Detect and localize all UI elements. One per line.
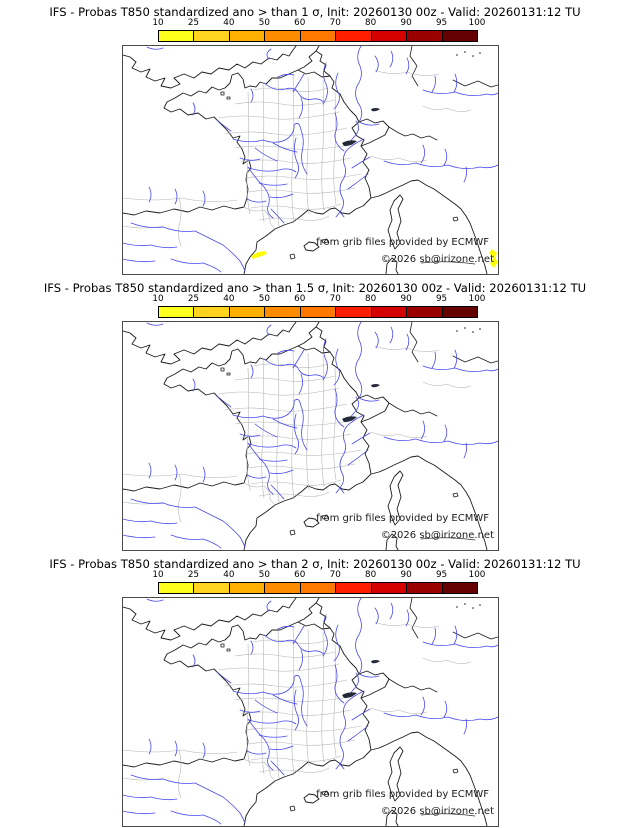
colorbar-scale (158, 582, 478, 594)
colorbar-segment (300, 31, 337, 41)
copyright-attribution: ©2026 sb@irizone.net (380, 254, 494, 265)
colorbar-scale (158, 306, 478, 318)
colorbar-tick: 25 (187, 18, 200, 28)
colorbar-tick: 50 (258, 18, 270, 28)
colorbar-segment (407, 307, 443, 317)
colorbar-tick: 25 (187, 570, 200, 580)
panel-sigma-1: IFS - Probas T850 standardized ano > tha… (0, 0, 630, 276)
map-panel-1: from grib files provided by ECMWF ©2026 … (122, 45, 499, 275)
colorbar-tick: 95 (435, 294, 448, 304)
colorbar-segment (407, 31, 443, 41)
colorbar-tick: 40 (223, 294, 235, 304)
panel-sigma-1-5: IFS - Probas T850 standardized ano > tha… (0, 276, 630, 552)
ecmwf-attribution: from grib files provided by ECMWF (316, 237, 489, 248)
colorbar-tick: 10 (152, 18, 164, 28)
colorbar-tick: 100 (468, 570, 486, 580)
colorbar-segment (336, 307, 372, 317)
colorbar-tick: 95 (435, 18, 448, 28)
colorbar-segment (407, 583, 443, 593)
probability-highlight-corner (489, 249, 498, 268)
colorbar-segment (265, 31, 301, 41)
colorbar-tick: 80 (365, 294, 377, 304)
colorbar-segment (159, 307, 195, 317)
colorbar-tick: 100 (468, 18, 486, 28)
colorbar-tick: 60 (294, 294, 306, 304)
colorbar-segment (194, 307, 230, 317)
colorbar: 10 25 40 50 60 70 80 90 95 100 (152, 294, 485, 318)
copyright-attribution: ©2026 sb@irizone.net (380, 806, 494, 817)
colorbar-segment (265, 307, 301, 317)
colorbar-segment (371, 31, 408, 41)
colorbar-tick: 90 (400, 570, 412, 580)
ecmwf-attribution: from grib files provided by ECMWF (316, 789, 489, 800)
colorbar-segment (159, 31, 195, 41)
colorbar-tick: 50 (258, 294, 270, 304)
colorbar-tick: 80 (365, 18, 377, 28)
panel-title: IFS - Probas T850 standardized ano > tha… (49, 557, 581, 571)
colorbar-tick: 80 (365, 570, 377, 580)
probability-highlight-valencia (251, 251, 267, 259)
colorbar-segment (442, 31, 477, 41)
colorbar-segment (336, 31, 372, 41)
colorbar-tick: 70 (329, 570, 341, 580)
colorbar-segment (229, 583, 266, 593)
colorbar-tick: 60 (294, 570, 306, 580)
colorbar-segment (300, 583, 337, 593)
colorbar-segment (442, 583, 477, 593)
colorbar-segment (442, 307, 477, 317)
colorbar-segment (194, 31, 230, 41)
colorbar-segment (229, 31, 266, 41)
ecmwf-attribution: from grib files provided by ECMWF (316, 513, 489, 524)
colorbar-tick: 95 (435, 570, 448, 580)
colorbar-tick-labels: 10 25 40 50 60 70 80 90 95 100 (152, 294, 485, 305)
colorbar-segment (371, 583, 408, 593)
panel-title: IFS - Probas T850 standardized ano > tha… (43, 281, 587, 295)
colorbar-segment (194, 583, 230, 593)
colorbar-segment (159, 583, 195, 593)
copyright-attribution: ©2026 sb@irizone.net (380, 530, 494, 541)
colorbar-tick-labels: 10 25 40 50 60 70 80 90 95 100 (152, 18, 485, 29)
colorbar-segment (265, 583, 301, 593)
colorbar-tick: 60 (294, 18, 306, 28)
panel-sigma-2: IFS - Probas T850 standardized ano > tha… (0, 552, 630, 828)
colorbar-segment (336, 583, 372, 593)
colorbar-tick: 90 (400, 18, 412, 28)
panel-title: IFS - Probas T850 standardized ano > tha… (49, 5, 581, 19)
colorbar: 10 25 40 50 60 70 80 90 95 100 (152, 570, 485, 594)
colorbar-tick: 10 (152, 570, 164, 580)
colorbar-tick: 40 (223, 570, 235, 580)
colorbar-tick: 90 (400, 294, 412, 304)
colorbar-tick: 100 (468, 294, 486, 304)
colorbar-segment (300, 307, 337, 317)
colorbar-tick-labels: 10 25 40 50 60 70 80 90 95 100 (152, 570, 485, 581)
colorbar-tick: 25 (187, 294, 200, 304)
colorbar-tick: 40 (223, 18, 235, 28)
colorbar-tick: 70 (329, 294, 341, 304)
colorbar-segment (229, 307, 266, 317)
colorbar-tick: 50 (258, 570, 270, 580)
france-weather-map (123, 46, 498, 274)
map-panel-3: from grib files provided by ECMWF ©2026 … (122, 597, 499, 827)
colorbar-segment (371, 307, 408, 317)
colorbar-scale (158, 30, 478, 42)
map-panel-2: from grib files provided by ECMWF ©2026 … (122, 321, 499, 551)
colorbar: 10 25 40 50 60 70 80 90 95 100 (152, 18, 485, 42)
colorbar-tick: 70 (329, 18, 341, 28)
colorbar-tick: 10 (152, 294, 164, 304)
